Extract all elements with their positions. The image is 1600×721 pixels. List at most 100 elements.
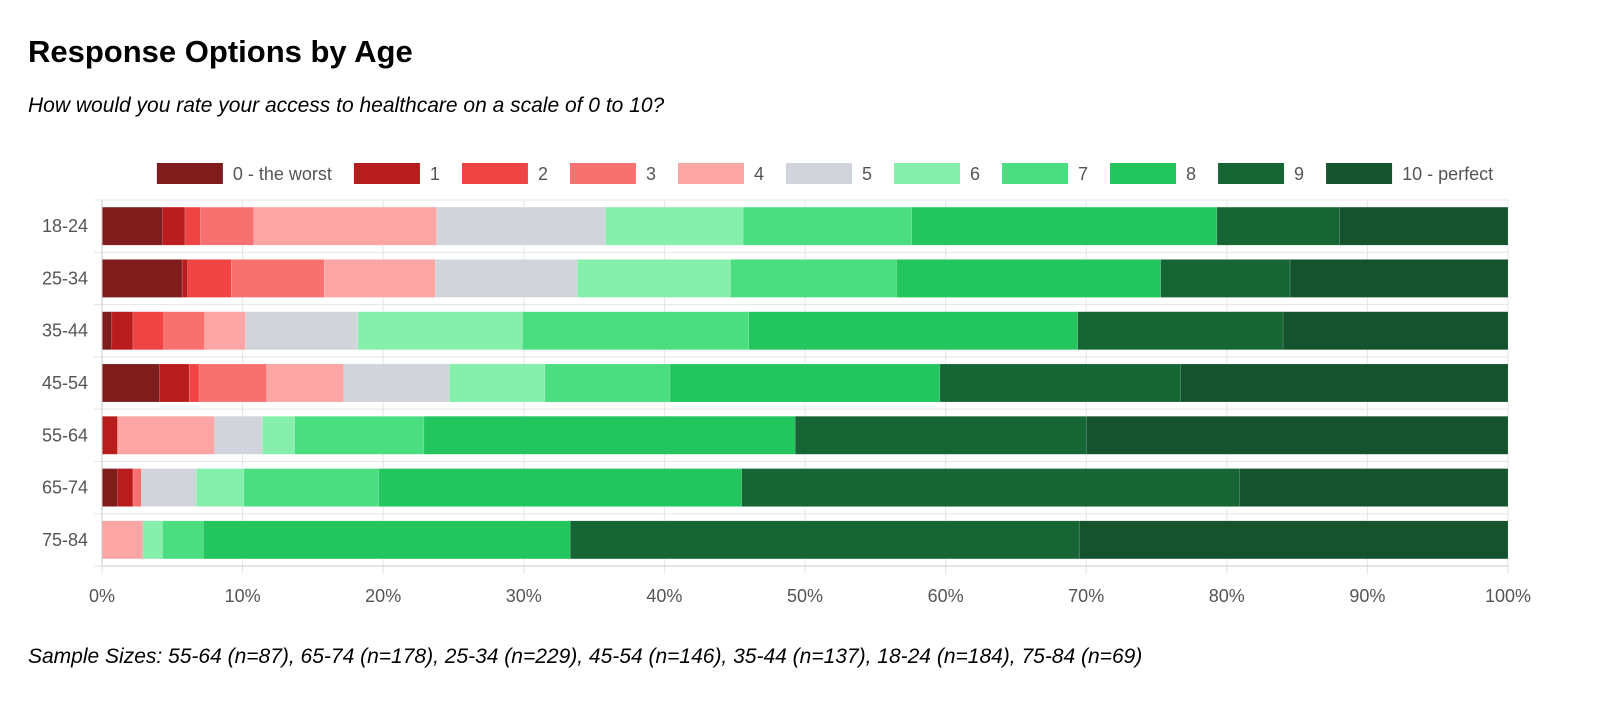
bar-segment[interactable] bbox=[266, 363, 345, 403]
bar-segment[interactable] bbox=[939, 363, 1181, 403]
bar-segment[interactable] bbox=[111, 311, 134, 350]
bar-segment[interactable] bbox=[159, 363, 190, 403]
legend-label[interactable]: 10 - perfect bbox=[1402, 164, 1493, 184]
bar-segment[interactable] bbox=[187, 259, 232, 298]
legend-label[interactable]: 1 bbox=[430, 164, 440, 184]
bar-segment[interactable] bbox=[117, 468, 134, 507]
bar-segment[interactable] bbox=[1289, 259, 1509, 298]
bar-segment[interactable] bbox=[101, 259, 183, 298]
bar-segment[interactable] bbox=[202, 520, 571, 560]
bar-segment[interactable] bbox=[742, 206, 913, 246]
legend-label[interactable]: 7 bbox=[1078, 164, 1088, 184]
bar-segment[interactable] bbox=[163, 311, 205, 350]
bar-segment[interactable] bbox=[1216, 206, 1340, 246]
bar-segment[interactable] bbox=[101, 206, 163, 246]
bars bbox=[101, 206, 1509, 560]
bar-segment[interactable] bbox=[214, 416, 263, 455]
bar-segment[interactable] bbox=[1239, 468, 1509, 507]
bar-segment[interactable] bbox=[162, 520, 204, 560]
x-tick-label: 20% bbox=[365, 586, 401, 606]
bar-segment[interactable] bbox=[204, 311, 246, 350]
bar-segment[interactable] bbox=[231, 259, 325, 298]
bar-segment[interactable] bbox=[200, 206, 255, 246]
legend-label[interactable]: 4 bbox=[754, 164, 764, 184]
legend-swatch[interactable] bbox=[1218, 163, 1285, 184]
legend-label[interactable]: 9 bbox=[1294, 164, 1304, 184]
bar-segment[interactable] bbox=[101, 363, 160, 403]
bar-segment[interactable] bbox=[117, 416, 215, 455]
bar-segment[interactable] bbox=[343, 363, 450, 403]
legend-swatch[interactable] bbox=[156, 163, 223, 184]
bar-segment[interactable] bbox=[101, 468, 118, 507]
stacked-bar-chart: 0% 10% 20% 30% 40% 50% 60% 70% 80% 90% 100%18-2425… bbox=[42, 163, 1531, 606]
bar-segment[interactable] bbox=[1078, 520, 1509, 560]
legend[interactable]: 0 - the worst 1 2 3 4 5 6 7 8 9 10 - perfect bbox=[156, 163, 1493, 184]
bar-segment[interactable] bbox=[132, 311, 165, 350]
bar-segment[interactable] bbox=[1180, 363, 1509, 403]
sample-sizes-note: Sample Sizes: 55-64 (n=87), 65-74 (n=178… bbox=[28, 645, 1143, 668]
bar-segment[interactable] bbox=[188, 363, 200, 403]
bar-segment[interactable] bbox=[198, 363, 267, 403]
bar-segment[interactable] bbox=[101, 416, 118, 455]
legend-label[interactable]: 5 bbox=[862, 164, 872, 184]
bar-segment[interactable] bbox=[1077, 311, 1284, 350]
chart-title: Response Options by Age bbox=[28, 34, 413, 69]
legend-label[interactable]: 6 bbox=[970, 164, 980, 184]
bar-segment[interactable] bbox=[434, 259, 578, 298]
x-tick-label: 100% bbox=[1485, 586, 1531, 606]
legend-swatch[interactable] bbox=[569, 163, 636, 184]
bar-segment[interactable] bbox=[294, 416, 425, 455]
legend-swatch[interactable] bbox=[1110, 163, 1177, 184]
bar-segment[interactable] bbox=[181, 259, 189, 298]
bar-segment[interactable] bbox=[669, 363, 941, 403]
bar-segment[interactable] bbox=[253, 206, 437, 246]
bar-segment[interactable] bbox=[605, 206, 744, 246]
bar-segment[interactable] bbox=[262, 416, 295, 455]
y-category-label: 65-74 bbox=[42, 478, 88, 498]
bar-segment[interactable] bbox=[896, 259, 1161, 298]
x-tick-label: 10% bbox=[225, 586, 261, 606]
legend-swatch[interactable] bbox=[1002, 163, 1069, 184]
bar-segment[interactable] bbox=[748, 311, 1079, 350]
x-tick-label: 80% bbox=[1209, 586, 1245, 606]
bar-segment[interactable] bbox=[569, 520, 1080, 560]
bar-segment[interactable] bbox=[184, 206, 201, 246]
bar-segment[interactable] bbox=[142, 520, 163, 560]
bar-segment[interactable] bbox=[911, 206, 1218, 246]
bar-segment[interactable] bbox=[357, 311, 523, 350]
bar-segment[interactable] bbox=[195, 468, 245, 507]
legend-label[interactable]: 8 bbox=[1186, 164, 1196, 184]
legend-swatch[interactable] bbox=[353, 163, 420, 184]
bar-segment[interactable] bbox=[730, 259, 897, 298]
legend-swatch[interactable] bbox=[785, 163, 852, 184]
bar-segment[interactable] bbox=[423, 416, 796, 455]
bar-segment[interactable] bbox=[576, 259, 731, 298]
bar-segment[interactable] bbox=[132, 468, 142, 507]
bar-segment[interactable] bbox=[1085, 416, 1509, 455]
legend-swatch[interactable] bbox=[677, 163, 744, 184]
legend-swatch[interactable] bbox=[1326, 163, 1393, 184]
bar-segment[interactable] bbox=[101, 311, 113, 350]
bar-segment[interactable] bbox=[436, 206, 606, 246]
legend-swatch[interactable] bbox=[461, 163, 528, 184]
bar-segment[interactable] bbox=[1339, 206, 1509, 246]
y-category-label: 45-54 bbox=[42, 373, 88, 393]
bar-segment[interactable] bbox=[141, 468, 197, 507]
bar-segment[interactable] bbox=[378, 468, 742, 507]
bar-segment[interactable] bbox=[1282, 311, 1509, 350]
bar-segment[interactable] bbox=[162, 206, 186, 246]
bar-segment[interactable] bbox=[522, 311, 750, 350]
legend-label[interactable]: 0 - the worst bbox=[233, 164, 332, 184]
legend-label[interactable]: 3 bbox=[646, 164, 656, 184]
bar-segment[interactable] bbox=[243, 468, 380, 507]
legend-swatch[interactable] bbox=[894, 163, 961, 184]
bar-segment[interactable] bbox=[794, 416, 1087, 455]
bar-segment[interactable] bbox=[101, 520, 144, 560]
bar-segment[interactable] bbox=[544, 363, 671, 403]
bar-segment[interactable] bbox=[323, 259, 436, 298]
legend-label[interactable]: 2 bbox=[538, 164, 548, 184]
bar-segment[interactable] bbox=[741, 468, 1240, 507]
bar-segment[interactable] bbox=[245, 311, 359, 350]
bar-segment[interactable] bbox=[1160, 259, 1291, 298]
bar-segment[interactable] bbox=[449, 363, 546, 403]
